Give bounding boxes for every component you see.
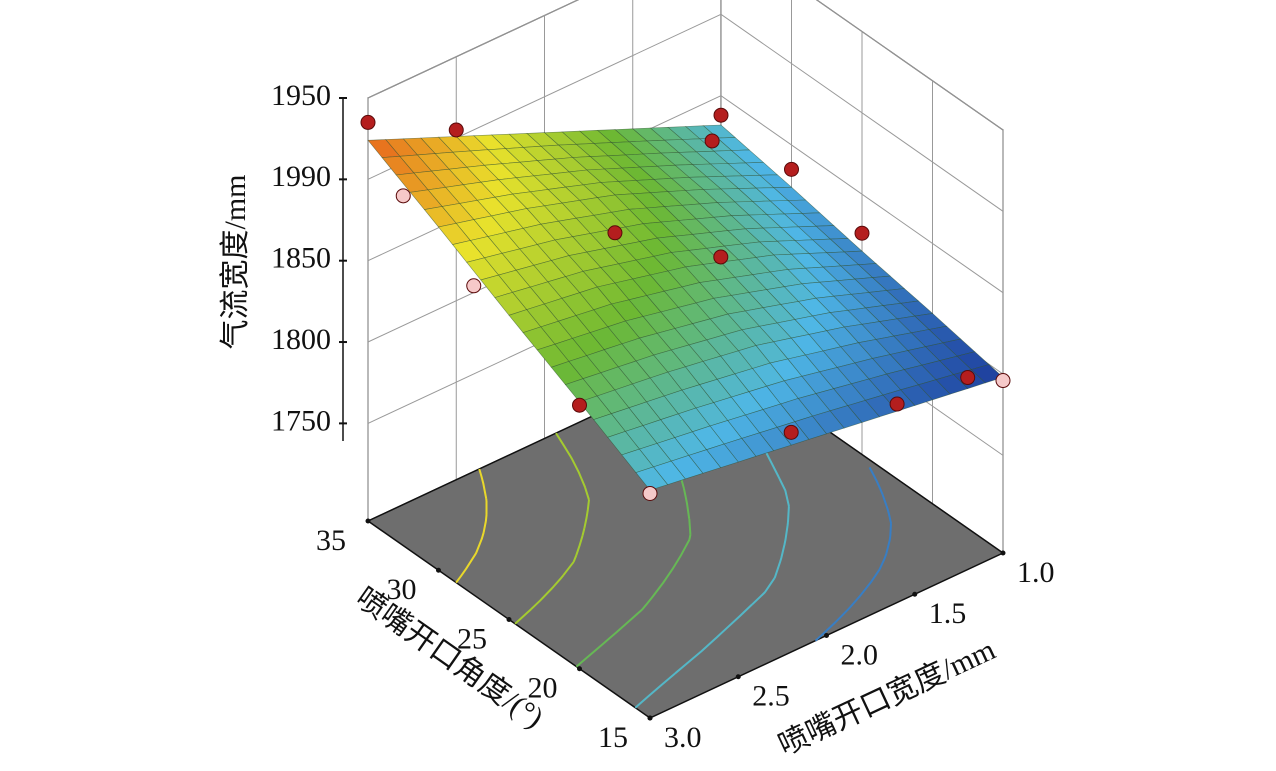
data-point [713, 107, 729, 123]
x-tick-label: 35 [316, 524, 346, 557]
y-tick [824, 633, 829, 638]
x-tick [506, 617, 512, 622]
contour-line [514, 432, 590, 625]
y-tick [647, 715, 653, 721]
data-point [784, 161, 799, 177]
x-tick-label: 25 [457, 622, 487, 655]
contour-line [814, 466, 892, 642]
data-point [395, 188, 411, 204]
z-tick-label: 1990 [271, 160, 331, 193]
grid-line [367, 0, 1004, 131]
y-tick-label: 2.5 [752, 680, 790, 713]
y-tick-label: 1.5 [929, 597, 967, 630]
surface-patch [635, 466, 669, 491]
y-tick [912, 591, 918, 597]
y-tick-label: 2.0 [841, 638, 879, 671]
z-tick-label: 1850 [271, 242, 331, 275]
z-axis-label: 气流宽度/mm [219, 174, 252, 349]
contour-line [455, 468, 488, 584]
data-point [642, 485, 658, 501]
y-tick-label: 3.0 [664, 721, 702, 754]
data-point [572, 397, 587, 413]
y-tick-label: 1.0 [1017, 556, 1055, 589]
data-point [889, 396, 905, 412]
x-tick [436, 567, 441, 573]
y-tick [1000, 550, 1006, 556]
data-point [607, 225, 623, 241]
z-tick-label: 1800 [271, 323, 331, 356]
data-point [854, 225, 870, 241]
data-point [704, 133, 720, 149]
x-tick-label: 30 [387, 573, 417, 606]
data-point [995, 373, 1011, 389]
x-tick-label: 15 [598, 721, 628, 754]
y-tick [735, 674, 741, 680]
data-point [360, 114, 376, 130]
y-axis-label: 喷嘴开口宽度/mm [773, 633, 1000, 762]
data-point [713, 249, 729, 265]
z-tick-label: 1950 [271, 79, 331, 112]
data-point [448, 122, 464, 138]
data-point [466, 278, 482, 294]
x-tick-label: 20 [528, 672, 558, 705]
data-point [960, 370, 976, 386]
x-tick [577, 666, 582, 672]
x-tick [365, 518, 371, 524]
z-tick-label: 1750 [271, 404, 331, 437]
data-point [783, 424, 799, 440]
